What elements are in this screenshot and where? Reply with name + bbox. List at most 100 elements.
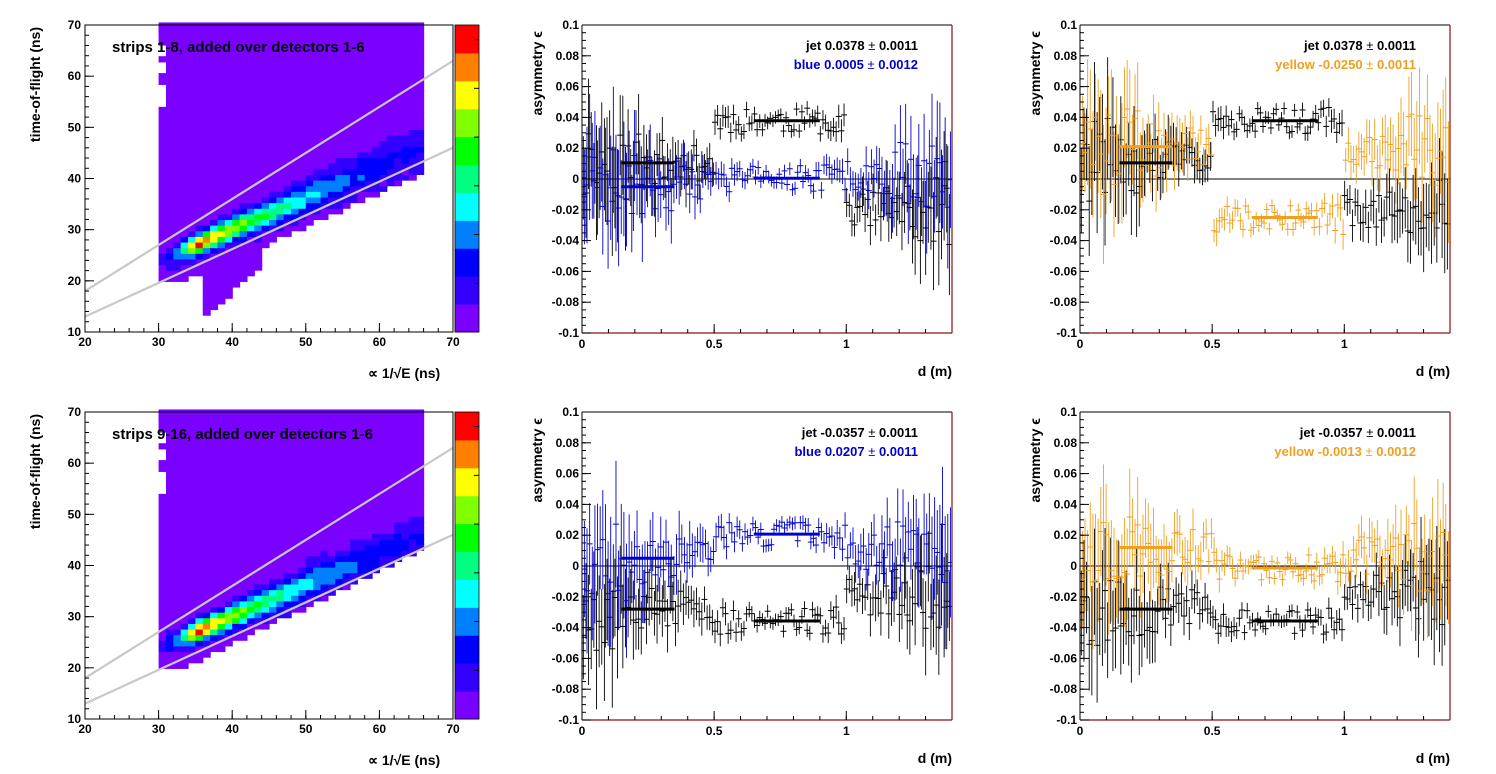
heatmap-cell bbox=[210, 527, 219, 534]
heatmap-cell bbox=[276, 499, 285, 506]
heatmap-cell bbox=[379, 527, 388, 534]
legend-pm: ± bbox=[1363, 57, 1377, 72]
y-tick-label: -0.06 bbox=[1050, 264, 1078, 278]
heatmap-cell bbox=[180, 39, 189, 46]
heatmap-cell bbox=[283, 202, 292, 209]
y-tick-label: 0.02 bbox=[1054, 141, 1078, 155]
heatmap-cell bbox=[291, 583, 300, 591]
heatmap-cell bbox=[342, 460, 351, 467]
heatmap-cell bbox=[202, 174, 211, 181]
heatmap-cell bbox=[158, 612, 167, 619]
heatmap-cell bbox=[261, 420, 270, 427]
heatmap-cell bbox=[313, 510, 322, 517]
heatmap-cell bbox=[165, 106, 174, 114]
heatmap-cell bbox=[188, 612, 196, 619]
heatmap-cell bbox=[327, 151, 336, 159]
heatmap-cell bbox=[158, 78, 167, 85]
heatmap-cell bbox=[202, 163, 211, 170]
heatmap-cell bbox=[291, 33, 300, 40]
heatmap-cell bbox=[224, 443, 233, 450]
heatmap-cell bbox=[342, 61, 351, 69]
heatmap-cell bbox=[372, 516, 380, 523]
heatmap-cell bbox=[379, 112, 388, 119]
heatmap-cell bbox=[224, 628, 233, 636]
heatmap-cell bbox=[210, 493, 219, 501]
heatmap-cell bbox=[239, 146, 248, 153]
heatmap-cell bbox=[165, 84, 174, 91]
heatmap-cell bbox=[416, 454, 425, 461]
heatmap-cell bbox=[232, 140, 241, 147]
heatmap-cell bbox=[364, 471, 373, 478]
heatmap-cell bbox=[165, 583, 174, 591]
heatmap-cell bbox=[401, 437, 410, 444]
heatmap-cell bbox=[342, 50, 351, 57]
heatmap-cell bbox=[195, 157, 204, 164]
heatmap-cell bbox=[202, 84, 211, 91]
heatmap-cell bbox=[305, 426, 314, 433]
x-tick-label: 30 bbox=[152, 722, 166, 736]
heatmap-cell bbox=[394, 140, 403, 147]
heatmap-cell bbox=[224, 617, 233, 624]
heatmap-cell bbox=[246, 135, 255, 142]
heatmap-cell bbox=[401, 56, 410, 63]
heatmap-cell bbox=[180, 522, 189, 529]
heatmap-cell bbox=[261, 612, 270, 619]
heatmap-cell bbox=[357, 50, 366, 57]
heatmap-cell bbox=[224, 606, 233, 613]
heatmap-cell bbox=[239, 106, 248, 114]
y-tick-label: -0.06 bbox=[552, 651, 580, 665]
heatmap-cell bbox=[357, 460, 366, 467]
asymmetry-plot-4: 0 0.5 1-0.1-0.08-0.06-0.04-0.0200.020.040.… bbox=[1027, 405, 1451, 766]
heatmap-cell bbox=[372, 44, 380, 52]
heatmap-cell bbox=[158, 460, 167, 467]
heatmap-cell bbox=[335, 505, 344, 512]
heatmap-cell bbox=[408, 84, 417, 91]
heatmap-cell bbox=[276, 426, 285, 433]
heatmap-cell bbox=[394, 460, 403, 467]
heatmap-cell bbox=[276, 510, 285, 517]
heatmap-cell bbox=[276, 67, 285, 74]
heatmap-cell bbox=[165, 527, 174, 534]
heatmap-cell bbox=[298, 168, 307, 176]
heatmap-cell bbox=[254, 482, 263, 489]
heatmap-cell bbox=[335, 510, 344, 517]
heatmap-cell bbox=[276, 516, 285, 523]
heatmap-cell bbox=[217, 645, 226, 653]
colorbar-segment bbox=[455, 136, 479, 166]
heatmap-cell bbox=[195, 146, 204, 153]
heatmap-cell bbox=[254, 516, 263, 523]
x-axis-label: d (m) bbox=[1416, 363, 1450, 379]
heatmap-cell bbox=[210, 589, 219, 596]
heatmap-cell bbox=[372, 482, 380, 489]
heatmap-cell bbox=[188, 555, 196, 563]
heatmap-cell bbox=[158, 225, 167, 232]
heatmap-cell bbox=[335, 123, 344, 130]
heatmap-cell bbox=[327, 448, 336, 456]
heatmap-cell bbox=[158, 253, 167, 260]
heatmap-cell bbox=[165, 129, 174, 136]
heatmap-cell bbox=[246, 78, 255, 85]
heatmap-cell bbox=[349, 33, 358, 40]
heatmap-cell bbox=[254, 168, 263, 176]
heatmap-cell bbox=[188, 219, 196, 226]
heatmap-cell bbox=[246, 437, 255, 444]
heatmap-cell bbox=[217, 583, 226, 591]
heatmap-cell bbox=[327, 516, 336, 523]
heatmap-cell bbox=[364, 550, 373, 557]
y-tick-label: -0.1 bbox=[1056, 326, 1077, 340]
heatmap-cell bbox=[335, 39, 344, 46]
heatmap-cell bbox=[364, 73, 373, 80]
heatmap-cell bbox=[239, 471, 248, 478]
heatmap-cell bbox=[224, 50, 233, 57]
heatmap-cell bbox=[195, 420, 204, 427]
heatmap-cell bbox=[224, 168, 233, 176]
heatmap-cell bbox=[269, 219, 277, 226]
heatmap-cell bbox=[364, 112, 373, 119]
heatmap-cell bbox=[202, 533, 211, 540]
heatmap-cell bbox=[335, 471, 344, 478]
heatmap-cell bbox=[283, 89, 292, 97]
heatmap-cell bbox=[269, 106, 277, 114]
heatmap-cell bbox=[349, 180, 358, 187]
heatmap-cell bbox=[320, 583, 329, 591]
heatmap-cell bbox=[202, 286, 211, 294]
